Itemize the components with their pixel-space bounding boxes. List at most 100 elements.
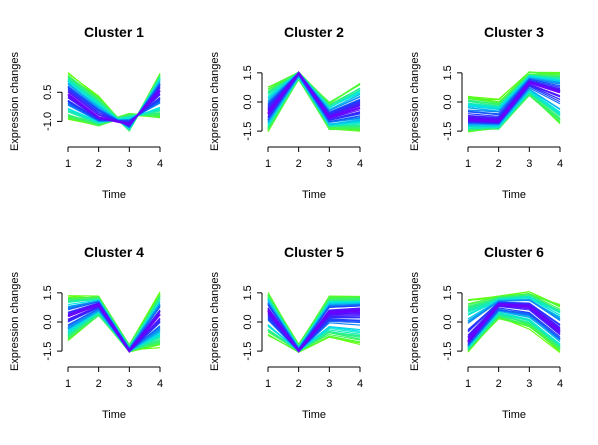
y-tick-label: 0.5 [42,85,54,100]
profile-line [467,78,561,115]
x-tick-label: 3 [126,378,132,390]
y-tick-label: 0.0 [42,314,54,329]
y-axis: -1.5 0.0 1.5 [242,65,263,141]
panel-title: Cluster 3 [484,24,544,40]
profile-line [267,316,361,353]
panel-cluster-1: Cluster 1 Expression changes Time 1 2 3 4 -1.0 0… [9,24,163,201]
profile-lines [267,292,361,353]
profile-line [467,87,561,125]
x-axis-label: Time [302,409,326,421]
y-tick-label: 0.0 [242,314,254,329]
profile-lines [67,72,161,132]
profile-line [467,302,561,333]
panel-title: Cluster 6 [484,244,544,260]
x-axis-label: Time [102,189,126,201]
profile-line [267,324,361,351]
x-tick-label: 4 [557,378,563,390]
profile-line [467,75,561,105]
x-axis: 1 2 3 4 [65,146,163,170]
profile-lines [467,291,561,354]
x-axis: 1 2 3 4 [65,366,163,390]
y-axis: -1.5 0.0 1.5 [442,285,463,361]
y-tick-label: -1.5 [42,342,54,361]
panel-cluster-4: Cluster 4 Expression changes Time 1 2 3 4 -1.5 0… [9,244,163,421]
x-tick-label: 1 [65,378,71,390]
core-profile-line [267,309,361,353]
y-tick-label: -1.5 [242,122,254,141]
x-tick-label: 3 [526,378,532,390]
profile-line [467,76,561,111]
x-tick-label: 3 [326,158,332,170]
profile-line [267,333,361,353]
profile-line [467,79,561,117]
y-tick-label: 1.5 [242,65,254,80]
x-tick-label: 4 [357,158,363,170]
profile-line [467,78,561,113]
profile-line [267,304,361,350]
y-tick-label: -1.5 [442,342,454,361]
x-tick-label: 2 [496,158,502,170]
y-axis: -1.5 0.0 1.5 [242,285,263,361]
x-tick-label: 4 [157,158,163,170]
panel-title: Cluster 4 [84,244,144,260]
x-tick-label: 2 [496,378,502,390]
x-tick-label: 3 [126,158,132,170]
y-axis-label: Expression changes [409,271,421,371]
x-axis-label: Time [502,189,526,201]
x-axis: 1 2 3 4 [265,146,363,170]
x-axis: 1 2 3 4 [265,366,363,390]
x-tick-label: 3 [526,158,532,170]
y-axis: -1.0 0.5 [42,85,63,131]
x-axis: 1 2 3 4 [465,366,563,390]
profile-lines [267,71,361,133]
profile-line [467,71,561,104]
x-tick-label: 4 [357,378,363,390]
x-axis-label: Time [102,409,126,421]
panel-title: Cluster 2 [284,24,344,40]
y-axis-label: Expression changes [209,51,221,151]
y-axis: -1.5 0.0 1.5 [442,65,463,141]
y-axis-label: Expression changes [9,271,21,371]
x-tick-label: 2 [96,378,102,390]
y-tick-label: 0.0 [442,94,454,109]
profile-line [467,296,561,316]
x-tick-label: 1 [265,158,271,170]
core-profile-line [67,303,161,353]
profile-lines [67,291,161,353]
x-axis-label: Time [302,189,326,201]
x-tick-label: 2 [96,158,102,170]
profile-line [267,328,361,351]
y-tick-label: 1.5 [442,65,454,80]
profile-lines [467,71,561,133]
profile-line [467,307,561,345]
y-tick-label: 1.5 [42,285,54,300]
y-tick-label: 1.5 [442,285,454,300]
panel-cluster-6: Cluster 6 Expression changes Time 1 2 3 4 -1.5 0… [409,244,563,421]
core-profile-line [467,81,561,123]
x-tick-label: 1 [65,158,71,170]
x-axis: 1 2 3 4 [465,146,563,170]
core-profile-line [467,303,561,343]
profile-line [467,314,561,350]
y-tick-label: -1.5 [242,342,254,361]
core-profile-line [67,89,161,126]
panel-title: Cluster 1 [84,24,144,40]
profile-line [467,299,561,324]
profile-line [467,291,561,307]
profile-line [467,313,561,348]
panel-title: Cluster 5 [284,244,344,260]
panel-cluster-5: Cluster 5 Expression changes Time 1 2 3 4 -1.5 0… [209,244,363,421]
y-axis-label: Expression changes [209,271,221,371]
panel-cluster-3: Cluster 3 Expression changes Time 1 2 3 4 -1.5 0… [409,24,563,201]
x-tick-label: 1 [465,378,471,390]
y-tick-label: 0.0 [242,94,254,109]
core-profile-line [267,71,361,119]
y-axis-label: Expression changes [9,51,21,151]
profile-line [467,310,561,347]
x-tick-label: 2 [296,378,302,390]
y-axis-label: Expression changes [409,51,421,151]
x-tick-label: 4 [157,378,163,390]
x-tick-label: 1 [265,378,271,390]
